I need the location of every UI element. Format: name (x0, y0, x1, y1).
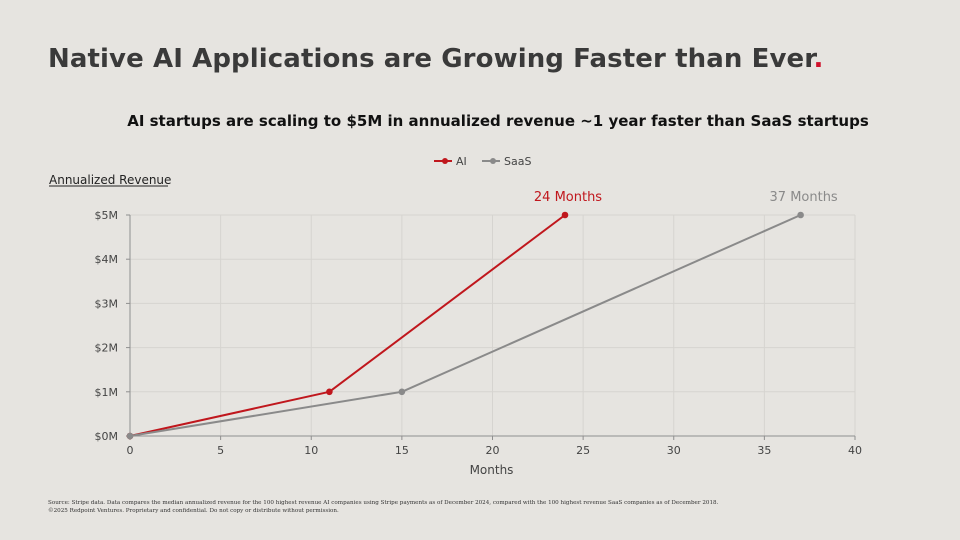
y-tick-label: $3M (95, 297, 119, 310)
legend-marker-saas (490, 158, 496, 164)
end-label-ai: 24 Months (534, 190, 602, 205)
x-tick-label: 5 (217, 444, 224, 457)
chart-subtitle: AI startups are scaling to $5M in annual… (127, 112, 869, 130)
series-line-ai (129, 214, 566, 437)
x-axis-title: Months (470, 463, 514, 477)
legend-label-ai: AI (456, 155, 467, 168)
y-tick-label: $5M (95, 209, 119, 222)
data-point-ai (326, 388, 333, 396)
x-tick-label: 30 (667, 444, 681, 457)
x-tick-label: 35 (757, 444, 771, 457)
data-point-saas (126, 432, 134, 440)
y-tick-label: $0M (95, 430, 119, 443)
x-tick-label: 25 (576, 444, 590, 457)
data-point-saas (797, 211, 804, 219)
slide-title-dot: . (813, 44, 824, 74)
footnote-copyright: ©2025 Redpoint Ventures. Proprietary and… (48, 507, 339, 514)
end-label-saas: 37 Months (770, 190, 838, 205)
x-tick-label: 40 (848, 444, 862, 457)
y-tick-label: $4M (95, 253, 119, 266)
x-tick-label: 15 (395, 444, 409, 457)
y-tick-label: $2M (95, 342, 119, 355)
footnote-source: Source: Stripe data. Data compares the m… (48, 500, 719, 506)
legend-marker-ai (442, 158, 448, 164)
y-axis-title: Annualized Revenue (49, 173, 171, 187)
x-tick-label: 10 (304, 444, 318, 457)
y-tick-label: $1M (95, 386, 119, 399)
data-point-saas (398, 388, 406, 396)
slide-title-text: Native AI Applications are Growing Faste… (48, 44, 814, 74)
slide-title: Native AI Applications are Growing Faste… (48, 44, 823, 74)
data-point-ai (561, 211, 569, 219)
x-tick-label: 0 (127, 444, 134, 457)
series-line-saas (129, 214, 802, 437)
footnote: Source: Stripe data. Data compares the m… (48, 500, 718, 515)
x-tick-label: 20 (486, 444, 500, 457)
legend-label-saas: SaaS (504, 155, 531, 168)
